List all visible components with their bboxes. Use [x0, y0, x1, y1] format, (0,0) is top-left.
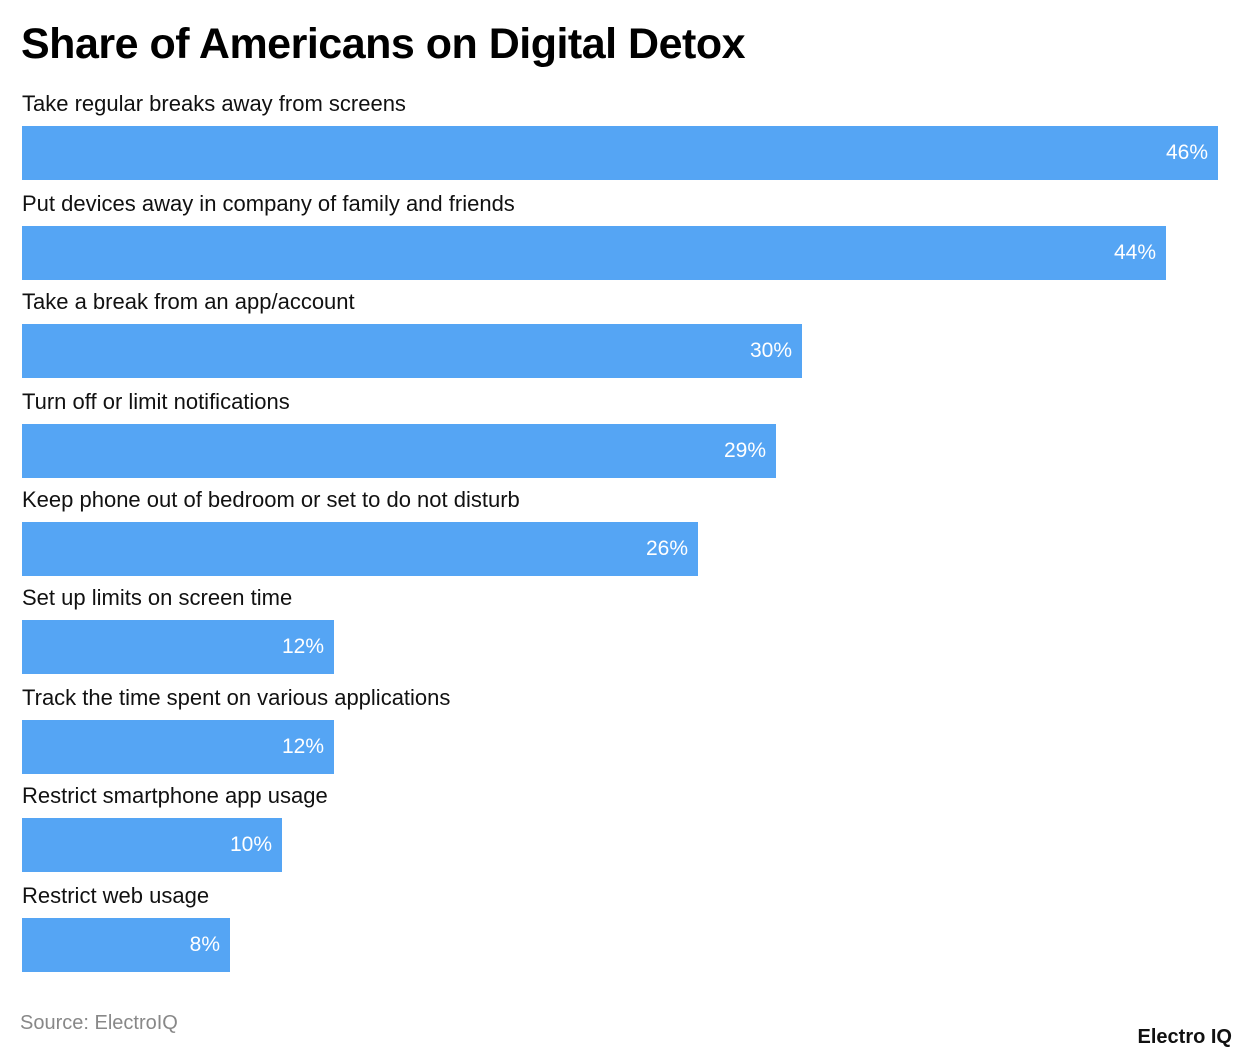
- bar: 12%: [22, 620, 334, 674]
- category-label: Put devices away in company of family an…: [22, 191, 515, 216]
- chart-title: Share of Americans on Digital Detox: [21, 20, 746, 68]
- brand-logo: Electro IQ: [1137, 1026, 1232, 1048]
- data-label: 30%: [749, 339, 792, 362]
- data-label: 12%: [281, 735, 324, 758]
- source-note: Source: ElectroIQ: [20, 1012, 178, 1034]
- data-label: 44%: [1113, 241, 1156, 264]
- category-label: Restrict smartphone app usage: [22, 783, 328, 808]
- bar: 46%: [22, 126, 1218, 180]
- data-label: 8%: [189, 933, 220, 956]
- bar: 30%: [22, 324, 802, 378]
- data-label: 29%: [723, 439, 766, 462]
- category-label: Set up limits on screen time: [22, 585, 293, 610]
- bar: 29%: [22, 424, 776, 478]
- category-label: Turn off or limit notifications: [22, 389, 290, 414]
- bar: 44%: [22, 226, 1166, 280]
- data-label: 12%: [281, 635, 324, 658]
- category-label: Take a break from an app/account: [22, 289, 355, 314]
- bar: 26%: [22, 522, 698, 576]
- category-label: Keep phone out of bedroom or set to do n…: [22, 487, 520, 512]
- data-label: 26%: [645, 537, 688, 560]
- data-label: 46%: [1165, 141, 1208, 164]
- category-label: Take regular breaks away from screens: [22, 91, 406, 116]
- bar: 12%: [22, 720, 334, 774]
- data-label: 10%: [229, 833, 272, 856]
- category-label: Restrict web usage: [22, 883, 210, 908]
- category-label: Track the time spent on various applicat…: [22, 685, 451, 710]
- bar: 8%: [22, 918, 230, 972]
- bar: 10%: [22, 818, 282, 872]
